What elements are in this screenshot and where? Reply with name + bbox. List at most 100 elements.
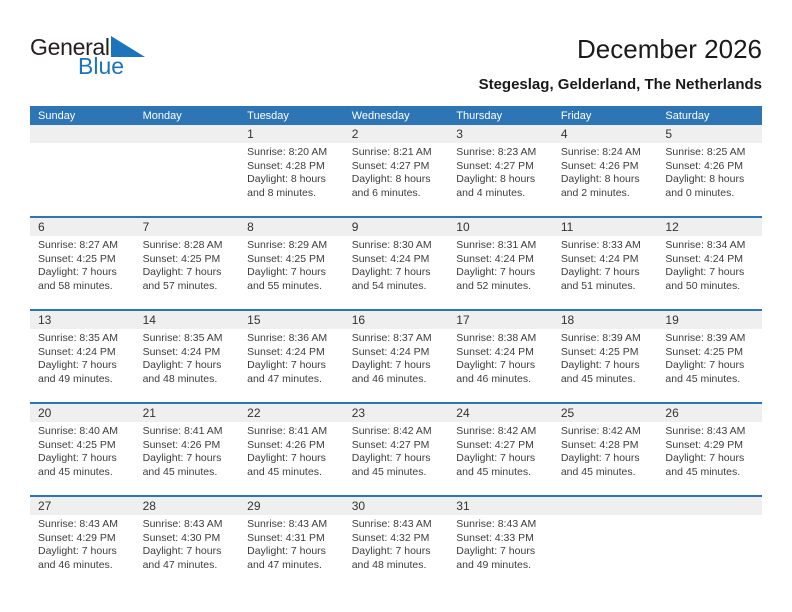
day-detail-line: and 49 minutes. [456,558,531,571]
day-detail-line: Daylight: 7 hours [142,266,222,278]
day-number: 29 [239,497,344,515]
day-cell-5: 5 Sunrise: 8:25 AM Sunset: 4:26 PM Daylight… [657,125,762,216]
day-details: Sunrise: 8:20 AM Sunset: 4:28 PM Daylight:… [239,143,344,216]
day-number: 12 [657,218,762,236]
day-detail-line: and 47 minutes. [247,372,322,385]
day-header-monday: Monday [142,109,182,122]
day-detail-line: Sunrise: 8:29 AM [247,239,328,251]
day-detail-line: Sunset: 4:26 PM [142,438,221,451]
day-detail-line: and 0 minutes. [665,186,735,199]
day-detail-line: Sunset: 4:27 PM [456,438,534,451]
day-number: 2 [343,125,449,143]
day-detail-line: Sunrise: 8:35 AM [142,332,223,344]
day-header-tuesday: Tuesday [247,109,289,122]
day-detail-line: Daylight: 7 hours [665,359,745,371]
day-cell-empty [657,497,762,588]
day-detail-line: Daylight: 7 hours [456,266,536,278]
day-number: 31 [448,497,553,515]
day-number: 4 [552,125,658,143]
day-detail-line: and 45 minutes. [665,465,741,478]
day-cell-1: 1 Sunrise: 8:20 AM Sunset: 4:28 PM Daylight… [239,125,344,216]
calendar-header-row: Sunday Monday Tuesday Wednesday Thursday… [30,106,762,125]
day-details: Sunrise: 8:39 AM Sunset: 4:25 PM Daylight:… [657,329,762,402]
day-details: Sunrise: 8:31 AM Sunset: 4:24 PM Daylight:… [448,236,553,309]
week-row: 13 Sunrise: 8:35 AM Sunset: 4:24 PM Dayligh… [30,309,762,402]
day-detail-line: Daylight: 7 hours [247,545,326,557]
day-detail-line: Daylight: 7 hours [38,266,117,278]
day-number: 9 [343,218,449,236]
day-detail-line: Sunset: 4:29 PM [665,438,744,451]
day-detail-line: Sunset: 4:25 PM [142,252,221,265]
week-row: 1 Sunrise: 8:20 AM Sunset: 4:28 PM Daylight… [30,125,762,216]
day-detail-line: Daylight: 7 hours [351,359,431,371]
day-detail-line: Sunrise: 8:43 AM [665,425,746,437]
page-subtitle: Stegeslag, Gelderland, The Netherlands [478,76,762,93]
day-cell-28: 28 Sunrise: 8:43 AM Sunset: 4:30 PM Dayligh… [134,497,240,588]
day-detail-line: Daylight: 7 hours [560,452,640,464]
day-detail-line: Sunset: 4:24 PM [38,345,116,358]
day-details: Sunrise: 8:42 AM Sunset: 4:27 PM Daylight:… [344,422,449,495]
day-detail-line: Sunset: 4:26 PM [665,159,744,172]
day-details: Sunrise: 8:41 AM Sunset: 4:26 PM Daylight:… [239,422,344,495]
day-details: Sunrise: 8:36 AM Sunset: 4:24 PM Daylight:… [239,329,344,402]
day-details: Sunrise: 8:35 AM Sunset: 4:24 PM Daylight:… [135,329,240,402]
day-number: 7 [134,218,240,236]
day-number [134,125,240,143]
day-detail-line: Sunrise: 8:28 AM [142,239,223,251]
day-number: 19 [657,311,762,329]
day-cell-27: 27 Sunrise: 8:43 AM Sunset: 4:29 PM Dayligh… [30,497,135,588]
day-detail-line: Daylight: 7 hours [351,545,431,557]
day-cell-9: 9 Sunrise: 8:30 AM Sunset: 4:24 PM Daylight… [343,218,449,309]
day-detail-line: Sunset: 4:25 PM [560,345,639,358]
day-detail-line: Sunset: 4:25 PM [38,252,116,265]
logo-text-general: General [30,34,110,60]
day-detail-line: Sunrise: 8:25 AM [665,146,746,158]
day-details: Sunrise: 8:35 AM Sunset: 4:24 PM Daylight:… [30,329,135,402]
day-details: Sunrise: 8:43 AM Sunset: 4:33 PM Daylight:… [448,515,553,588]
day-details: Sunrise: 8:38 AM Sunset: 4:24 PM Daylight:… [448,329,553,402]
day-detail-line: Sunrise: 8:38 AM [456,332,537,344]
day-detail-line: Sunrise: 8:23 AM [456,146,537,158]
day-number: 22 [239,404,344,422]
day-header-thursday: Thursday [456,109,503,122]
day-number: 8 [239,218,344,236]
day-detail-line: and 45 minutes. [38,465,113,478]
day-number: 30 [343,497,449,515]
day-detail-line: Sunset: 4:25 PM [38,438,116,451]
day-detail-line: Daylight: 7 hours [665,266,745,278]
day-number [657,497,762,515]
day-number: 13 [30,311,135,329]
day-detail-line: Sunset: 4:24 PM [456,345,534,358]
day-cell-16: 16 Sunrise: 8:37 AM Sunset: 4:24 PM Dayligh… [343,311,449,402]
day-number: 5 [657,125,762,143]
day-cell-empty [30,125,135,216]
day-details: Sunrise: 8:40 AM Sunset: 4:25 PM Daylight:… [30,422,135,495]
day-detail-line: Sunset: 4:25 PM [247,252,325,265]
day-details: Sunrise: 8:43 AM Sunset: 4:29 PM Daylight:… [657,422,762,495]
day-number [30,125,135,143]
day-detail-line: and 51 minutes. [560,279,636,292]
day-detail-line: Sunset: 4:24 PM [142,345,221,358]
title-block: December 2026 Stegeslag, Gelderland, The… [479,34,762,93]
day-detail-line: and 48 minutes. [142,372,218,385]
day-detail-line: and 45 minutes. [247,465,322,478]
day-detail-line: Sunrise: 8:30 AM [351,239,432,251]
day-detail-line: Sunset: 4:27 PM [351,438,430,451]
day-cell-11: 11 Sunrise: 8:33 AM Sunset: 4:24 PM Dayligh… [552,218,658,309]
day-details: Sunrise: 8:25 AM Sunset: 4:26 PM Daylight:… [657,143,762,216]
day-detail-line: and 45 minutes. [456,465,531,478]
day-detail-line: and 8 minutes. [247,186,317,199]
day-detail-line: Sunrise: 8:36 AM [247,332,328,344]
week-row: 6 Sunrise: 8:27 AM Sunset: 4:25 PM Daylight… [30,216,762,309]
day-cell-12: 12 Sunrise: 8:34 AM Sunset: 4:24 PM Dayligh… [657,218,762,309]
day-detail-line: Sunset: 4:24 PM [665,252,744,265]
day-cell-13: 13 Sunrise: 8:35 AM Sunset: 4:24 PM Dayligh… [30,311,135,402]
day-detail-line: Sunrise: 8:37 AM [351,332,432,344]
day-detail-line: Sunrise: 8:41 AM [142,425,223,437]
day-detail-line: Daylight: 7 hours [560,359,640,371]
day-number: 1 [239,125,344,143]
day-detail-line: Sunset: 4:24 PM [351,345,430,358]
day-details: Sunrise: 8:29 AM Sunset: 4:25 PM Daylight:… [239,236,344,309]
day-detail-line: Daylight: 7 hours [247,359,326,371]
